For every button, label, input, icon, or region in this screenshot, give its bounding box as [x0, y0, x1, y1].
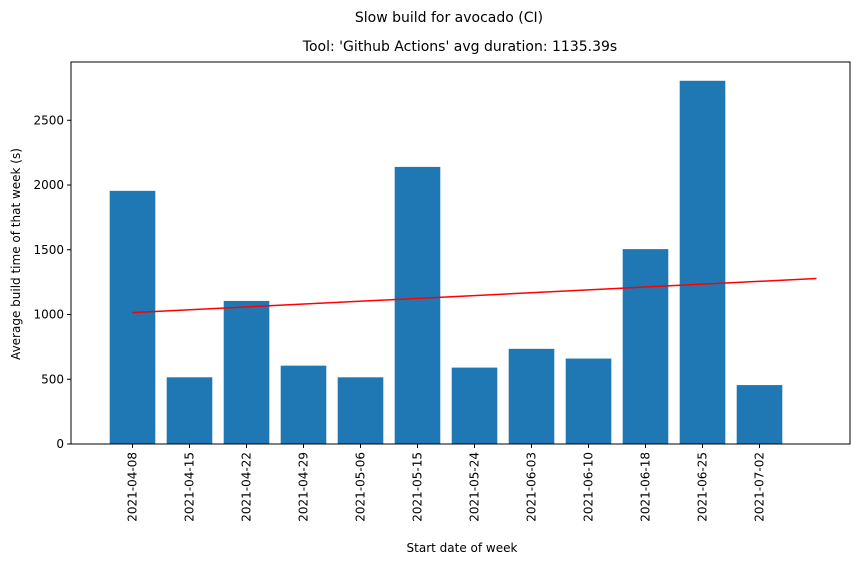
- x-tick-label: 2021-06-25: [696, 452, 710, 522]
- chart-title: Tool: 'Github Actions' avg duration: 113…: [302, 39, 617, 55]
- x-tick-label: 2021-04-08: [126, 452, 140, 522]
- bar-2021-06-03: [508, 348, 555, 444]
- bar-2021-04-08: [109, 190, 156, 444]
- x-tick-label: 2021-06-10: [582, 452, 596, 522]
- x-tick-label: 2021-05-24: [468, 452, 482, 522]
- y-axis: 0 500 1000 1500 2000 2500: [33, 113, 71, 451]
- x-axis: 2021-04-08 2021-04-15 2021-04-22 2021-04-29…: [126, 444, 767, 522]
- x-axis-label: Start date of week: [407, 541, 518, 555]
- y-tick-label: 2000: [33, 178, 64, 192]
- bar-2021-05-15: [394, 166, 441, 445]
- trend-line: [132, 277, 817, 314]
- bar-2021-06-18: [622, 249, 669, 444]
- y-tick-label: 0: [56, 437, 64, 451]
- bar-2021-05-06: [337, 377, 384, 444]
- y-tick-label: 1000: [33, 308, 64, 322]
- bar-2021-06-10: [565, 358, 612, 444]
- y-tick-label: 500: [41, 372, 64, 386]
- bars-group: [109, 80, 783, 445]
- bar-2021-06-25: [679, 80, 726, 444]
- x-tick-label: 2021-05-15: [411, 452, 425, 522]
- plot-frame: [70, 61, 851, 445]
- chart-suptitle: Slow build for avocado (CI): [355, 10, 543, 26]
- x-tick-label: 2021-04-15: [183, 452, 197, 522]
- y-tick-label: 1500: [33, 243, 64, 257]
- y-axis-label: Average build time of that week (s): [9, 148, 23, 360]
- x-tick-label: 2021-06-18: [639, 452, 653, 522]
- x-tick-label: 2021-06-03: [525, 452, 539, 522]
- x-tick-label: 2021-05-06: [354, 452, 368, 522]
- bar-2021-04-15: [166, 377, 213, 444]
- x-tick-label: 2021-07-02: [753, 452, 767, 522]
- x-tick-label: 2021-04-29: [297, 452, 311, 522]
- bar-2021-07-02: [736, 385, 783, 444]
- y-tick-label: 2500: [33, 113, 64, 127]
- bar-2021-04-29: [280, 365, 327, 444]
- bar-2021-04-22: [223, 300, 270, 444]
- trend-line-group: [132, 277, 817, 314]
- x-tick-label: 2021-04-22: [240, 452, 254, 522]
- bar-2021-05-24: [451, 367, 498, 444]
